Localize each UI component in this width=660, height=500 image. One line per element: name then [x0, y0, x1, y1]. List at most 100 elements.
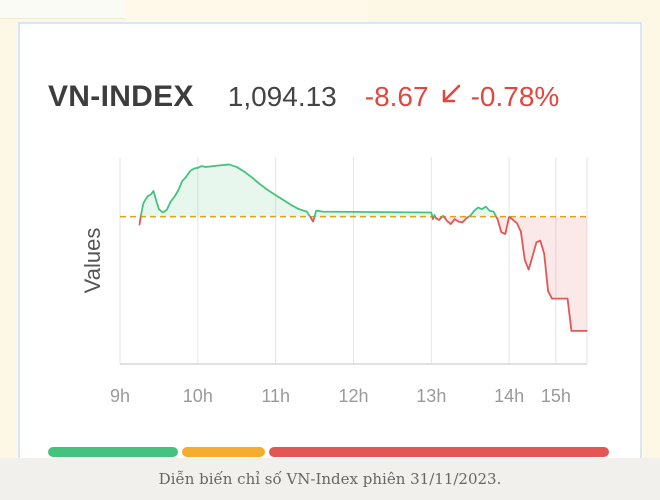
data-point: [197, 167, 199, 169]
chart-caption: Diễn biến chỉ số VN-Index phiên 31/11/20…: [0, 458, 660, 500]
data-point: [433, 214, 436, 216]
data-point: [152, 190, 155, 192]
data-point: [310, 216, 312, 219]
data-point: [430, 211, 432, 214]
data-point: [275, 194, 277, 196]
data-point: [438, 219, 440, 221]
series-line-up: [313, 209, 434, 217]
data-point: [145, 198, 147, 200]
data-point: [432, 218, 434, 220]
data-point: [313, 216, 316, 218]
data-point: [524, 259, 526, 261]
data-point: [259, 183, 261, 185]
data-point: [508, 216, 510, 218]
breadth-bar-advancing: [48, 447, 178, 457]
data-point: [173, 196, 176, 198]
x-tick-label: 15h: [541, 386, 571, 406]
intraday-chart: 9h 10h 11h 12h 13h 14h 15h Values: [80, 157, 588, 406]
data-point: [586, 330, 588, 332]
top-tab-middle: [125, 0, 368, 22]
index-value: 1,094.13: [227, 81, 337, 112]
series-line-down: [138, 216, 142, 226]
data-point: [243, 171, 246, 173]
data-point: [201, 165, 203, 167]
data-point: [220, 164, 222, 166]
data-point: [189, 170, 191, 172]
data-point: [193, 167, 195, 170]
data-point: [539, 240, 541, 242]
data-point: [442, 215, 444, 217]
data-point: [177, 189, 179, 191]
data-point: [251, 177, 253, 179]
data-point: [140, 214, 142, 216]
data-point: [469, 215, 471, 217]
data-point: [185, 176, 187, 178]
data-point: [290, 204, 292, 206]
arrow-down-left-icon: [439, 82, 463, 111]
series-line-down: [442, 215, 470, 225]
data-point: [504, 233, 506, 235]
data-point: [563, 297, 565, 300]
area-above-reference: [468, 206, 497, 217]
data-point: [531, 255, 534, 257]
data-point: [578, 330, 580, 332]
data-point: [551, 297, 553, 300]
data-point: [312, 220, 314, 223]
data-point: [317, 210, 320, 212]
data-point: [236, 166, 238, 168]
data-point: [267, 189, 269, 191]
data-point: [559, 297, 561, 300]
data-point: [138, 224, 141, 226]
data-point: [496, 218, 499, 220]
y-axis-label: Values: [80, 228, 105, 294]
data-point: [315, 210, 317, 212]
data-point: [457, 220, 460, 223]
data-point: [477, 206, 479, 209]
data-point: [543, 253, 545, 255]
data-point: [282, 199, 285, 201]
index-change: -8.67: [364, 81, 429, 112]
data-point: [166, 209, 168, 211]
data-point: [150, 193, 152, 195]
data-point: [535, 241, 538, 243]
data-point: [181, 180, 183, 182]
data-point: [516, 222, 518, 224]
breadth-bar-declining: [269, 447, 609, 457]
data-point: [450, 223, 452, 225]
data-point: [321, 211, 323, 213]
x-tick-label: 13h: [416, 386, 446, 406]
data-point: [155, 201, 158, 203]
data-point: [435, 217, 437, 219]
data-point: [461, 221, 464, 224]
x-tick-label: 9h: [110, 386, 130, 406]
data-point: [298, 208, 300, 210]
data-point: [493, 211, 495, 213]
data-point: [512, 219, 514, 221]
data-point: [158, 208, 160, 210]
data-point: [142, 202, 144, 204]
data-point: [489, 210, 491, 212]
data-point: [500, 231, 502, 233]
data-point: [485, 206, 487, 208]
data-point: [582, 330, 584, 332]
data-point: [547, 290, 549, 292]
data-point: [147, 195, 149, 197]
data-point: [555, 297, 557, 300]
series-line-down: [434, 215, 443, 221]
data-point: [528, 269, 530, 271]
data-point: [454, 218, 456, 220]
x-tick-label: 10h: [183, 386, 213, 406]
x-tick-label: 14h: [494, 386, 524, 406]
area-above-reference: [140, 164, 311, 217]
index-name: VN-INDEX: [48, 80, 194, 113]
index-header: VN-INDEX 1,094.13 -8.67 -0.78%: [48, 80, 559, 120]
data-point: [306, 211, 308, 213]
data-point: [566, 297, 569, 300]
data-point: [520, 230, 522, 233]
x-tick-label: 12h: [338, 386, 368, 406]
index-change-percent: -0.78%: [470, 81, 560, 112]
data-point: [446, 220, 448, 222]
data-point: [212, 165, 214, 167]
data-point: [473, 210, 475, 212]
data-point: [169, 201, 172, 203]
